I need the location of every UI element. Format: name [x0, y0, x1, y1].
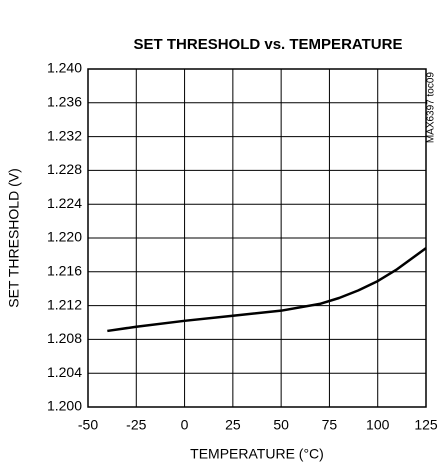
y-tick-label: 1.232 — [47, 127, 82, 143]
x-tick-label: 0 — [181, 417, 189, 433]
y-axis-label: SET THRESHOLD (V) — [6, 168, 22, 308]
y-tick-label: 1.220 — [47, 229, 82, 245]
x-tick-label: 25 — [225, 417, 241, 433]
y-tick-label: 1.240 — [47, 60, 82, 76]
y-tick-label: 1.224 — [47, 195, 82, 211]
y-tick-label: 1.212 — [47, 296, 82, 312]
chart-title: SET THRESHOLD vs. TEMPERATURE — [134, 36, 403, 53]
data-line — [107, 247, 427, 333]
y-tick-label: 1.208 — [47, 330, 82, 346]
x-tick-label: 100 — [366, 417, 390, 433]
y-tick-label: 1.228 — [47, 161, 82, 177]
x-axis-label: TEMPERATURE (°C) — [190, 446, 324, 462]
x-tick-label: -25 — [126, 417, 146, 433]
x-tick-label: 125 — [414, 417, 438, 433]
y-tick-label: 1.216 — [47, 263, 82, 279]
y-tick-label: 1.200 — [47, 398, 82, 414]
y-tick-label: 1.236 — [47, 94, 82, 110]
x-tick-label: 75 — [322, 417, 338, 433]
x-tick-label: -50 — [78, 417, 98, 433]
annotation: MAX6397 toc09 — [426, 72, 437, 144]
x-tick-label: 50 — [273, 417, 289, 433]
y-tick-label: 1.204 — [47, 364, 82, 380]
